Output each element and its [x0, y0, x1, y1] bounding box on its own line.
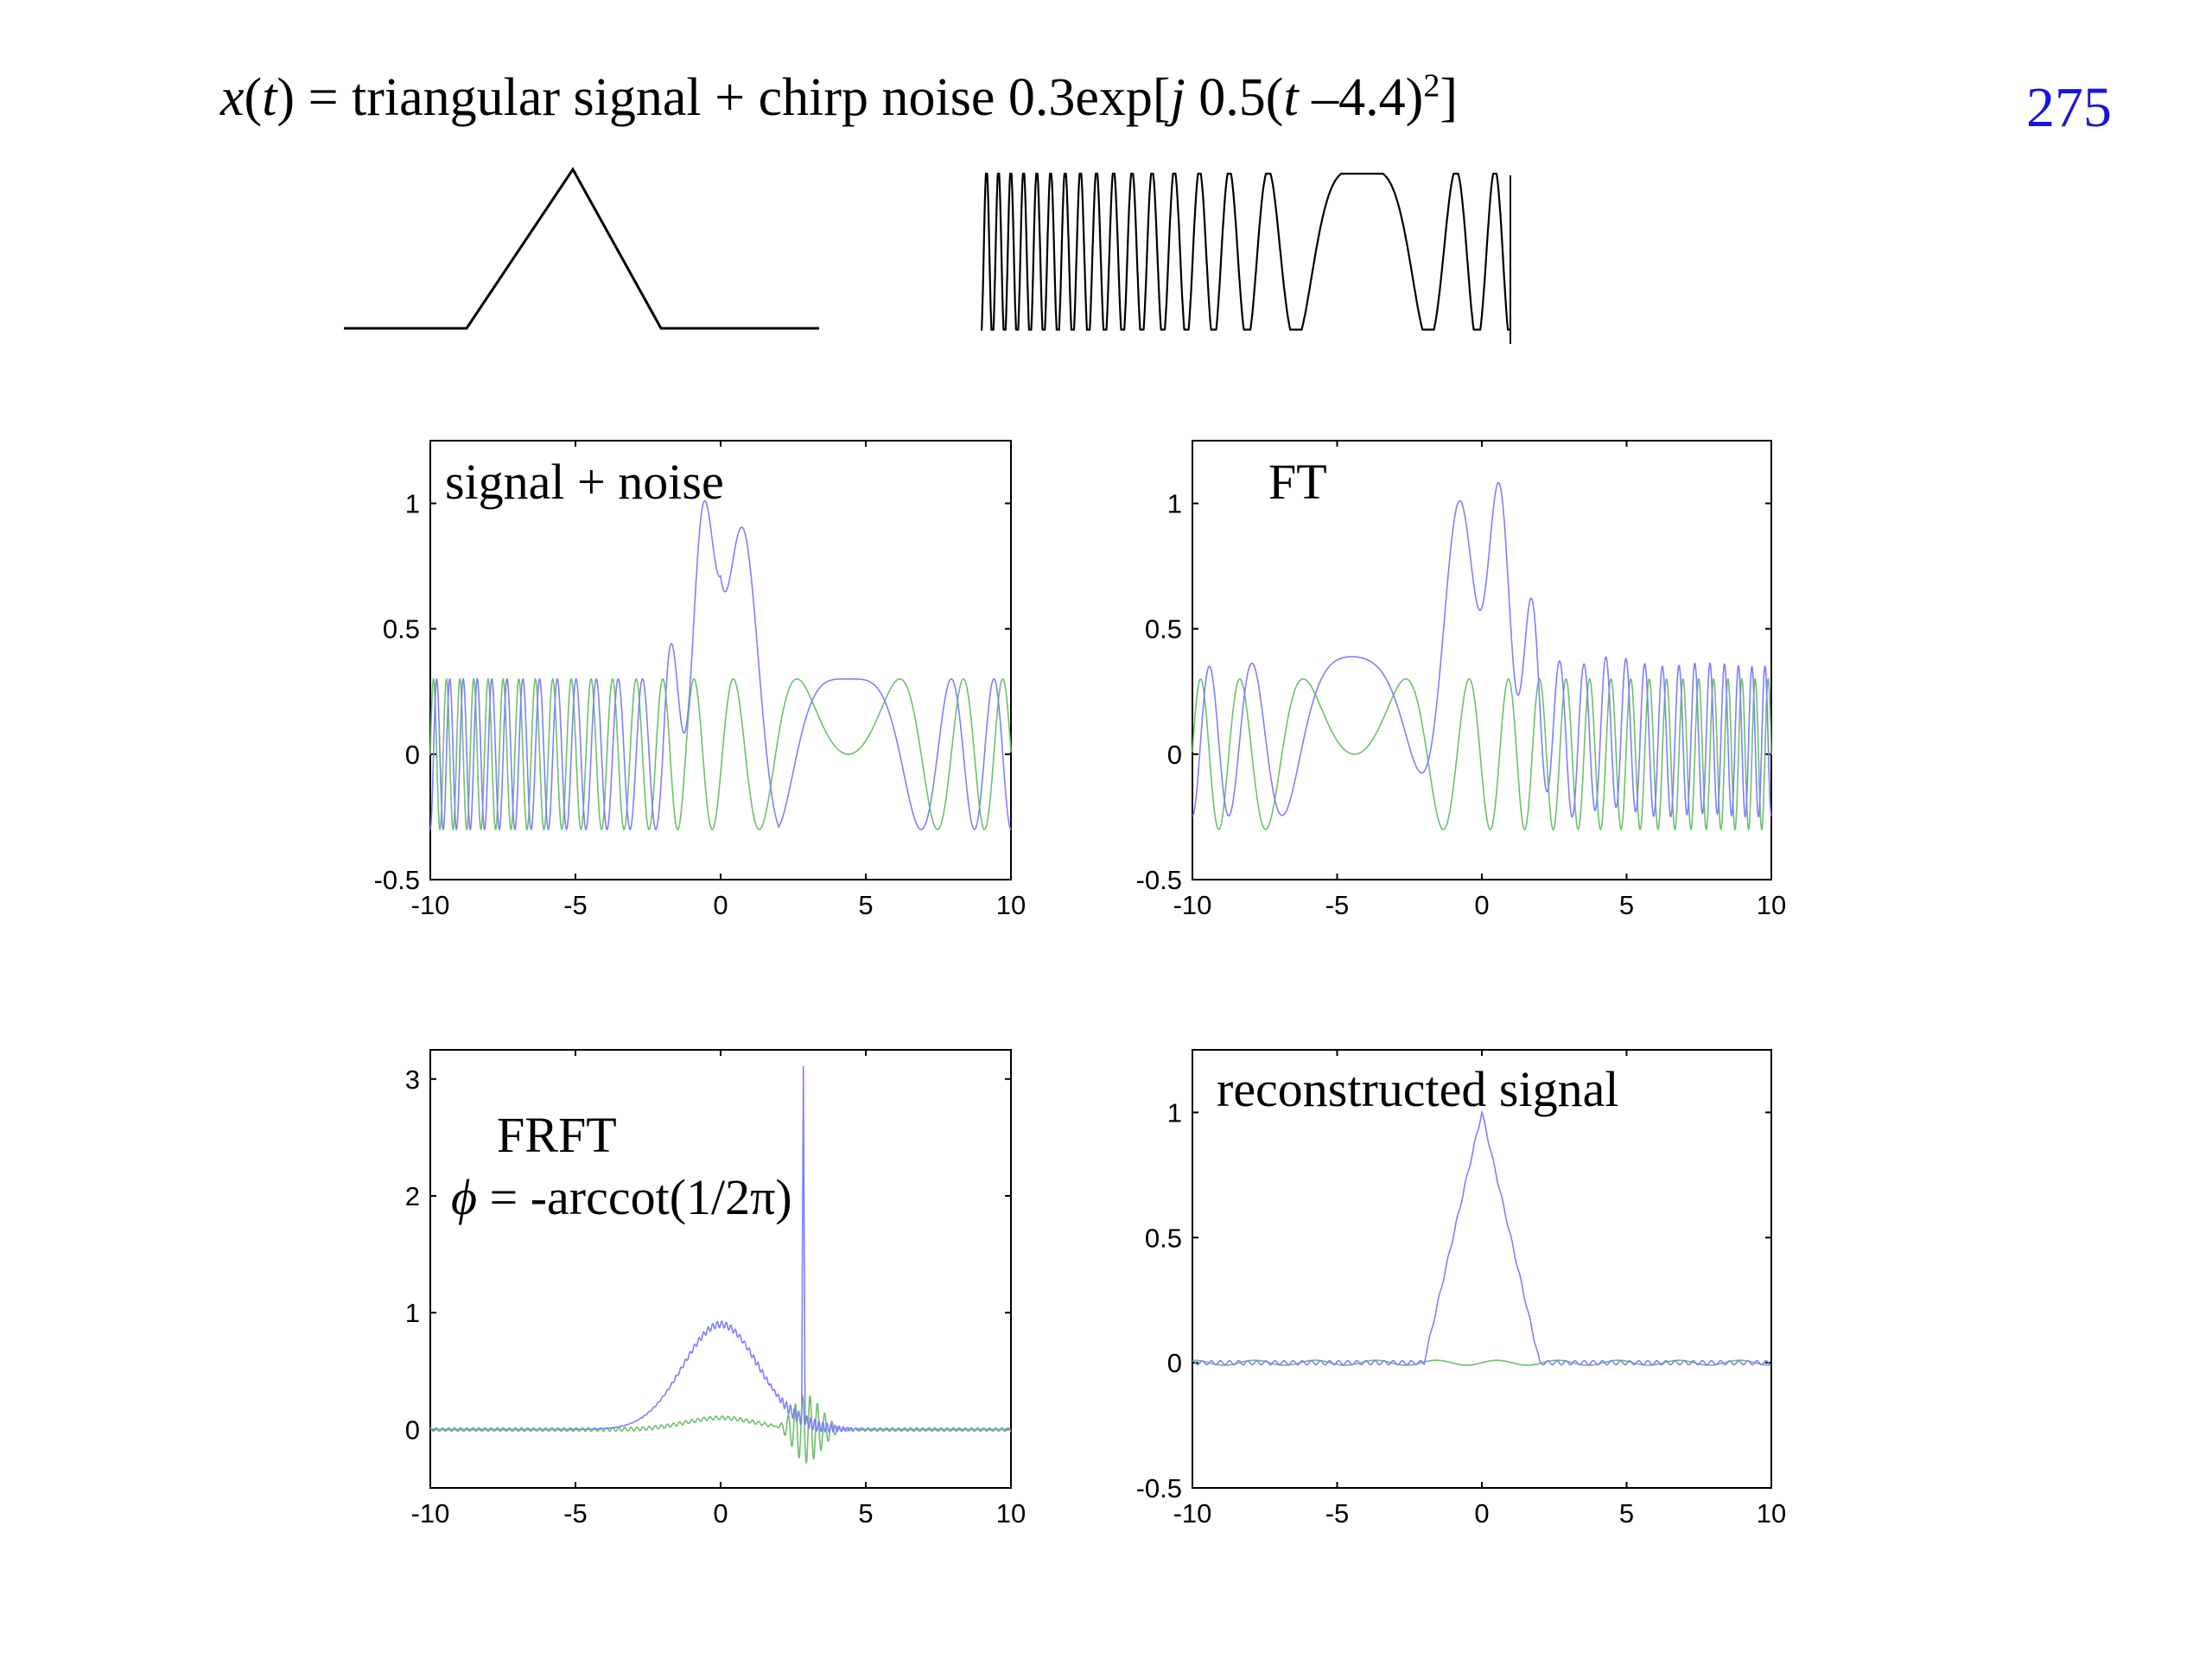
y-tick-label: -0.5 — [374, 865, 420, 895]
y-tick-label: 0.5 — [383, 614, 420, 645]
triangle-waveform — [344, 167, 819, 330]
plot-grid: -10 -5 0 5 10-0.500.51 signal + noise-10 -5 0 5 1… — [374, 440, 1786, 1529]
x-tick-label: 5 — [1619, 1498, 1634, 1529]
x-tick-label: -10 — [411, 1498, 450, 1529]
x-tick-label: -10 — [1173, 890, 1212, 920]
x-tick-label: 10 — [996, 890, 1026, 920]
y-tick-label: 0.5 — [1145, 614, 1182, 645]
x-tick-label: -5 — [1325, 890, 1350, 920]
series-line-real — [429, 499, 1012, 831]
panel-label: FRFT — [497, 1107, 617, 1163]
x-tick-label: -5 — [563, 890, 588, 920]
series-line-real — [1192, 481, 1772, 819]
series-line-imag — [429, 1394, 1012, 1465]
y-tick-label: -0.5 — [1136, 865, 1182, 895]
x-tick-label: 5 — [858, 1498, 873, 1529]
series-line-imag — [1192, 677, 1772, 831]
chart-panel-1: -10 -5 0 5 10 -0.5 0 0.5 1 signal + noise — [374, 440, 1026, 920]
chart-panel-2: -10 -5 0 5 10 -0.5 0 0.5 1 FT — [1136, 440, 1786, 920]
chart-panel-3: -10 -5 0 5 10 0 1 2 3 FRFT ϕ = -arccot(1/2π) — [405, 1049, 1026, 1529]
panel-label-line-2: ϕ = -arccot(1/2π) — [451, 1169, 792, 1225]
x-tick-label: 0 — [713, 890, 728, 920]
chirp-waveform — [980, 172, 1510, 331]
x-tick-label: -5 — [1325, 1498, 1350, 1529]
y-tick-label: 0 — [405, 1414, 420, 1445]
x-tick-label: 5 — [858, 890, 873, 920]
panel-label: FT — [1268, 454, 1327, 510]
y-tick-label: 0.5 — [1145, 1223, 1182, 1253]
y-tick-label: 0 — [1167, 1348, 1182, 1378]
phi-symbol: ϕ — [451, 1169, 477, 1225]
page-number: 275 — [2026, 76, 2112, 139]
x-tick-label: 0 — [713, 1498, 728, 1529]
chirp-illustration — [980, 172, 1511, 344]
panel-label: signal + noise — [445, 454, 724, 510]
y-tick-label: 1 — [405, 1298, 420, 1328]
x-tick-label: -10 — [411, 890, 450, 920]
y-tick-label: 2 — [405, 1181, 420, 1211]
y-tick-label: 0 — [1167, 740, 1182, 770]
x-tick-label: 10 — [996, 1498, 1026, 1529]
x-tick-label: 0 — [1474, 1498, 1489, 1529]
y-tick-label: 3 — [405, 1065, 420, 1095]
page-title: x(t) = triangular signal + chirp noise 0… — [220, 67, 1458, 127]
x-tick-label: 10 — [1757, 890, 1786, 920]
panel-label: reconstructed signal — [1217, 1061, 1618, 1117]
y-tick-label: 1 — [405, 489, 420, 519]
series-line-real — [1192, 1109, 1772, 1366]
y-tick-label: 0 — [405, 740, 420, 770]
phi-expression: = -arccot(1/2π) — [477, 1169, 792, 1225]
series-line-real — [430, 1065, 1011, 1433]
x-tick-label: 5 — [1619, 890, 1634, 920]
x-tick-label: 0 — [1474, 890, 1489, 920]
series-line-imag — [429, 677, 1012, 831]
chart-panel-4: -10 -5 0 5 10 -0.5 0 0.5 1 reconstructed signal — [1136, 1049, 1786, 1529]
x-tick-label: -5 — [563, 1498, 588, 1529]
y-tick-label: -0.5 — [1136, 1473, 1182, 1503]
x-tick-label: -10 — [1173, 1498, 1212, 1529]
x-tick-label: 10 — [1757, 1498, 1786, 1529]
y-tick-label: 1 — [1167, 489, 1182, 519]
triangle-illustration — [344, 167, 819, 330]
y-tick-label: 1 — [1167, 1097, 1182, 1128]
